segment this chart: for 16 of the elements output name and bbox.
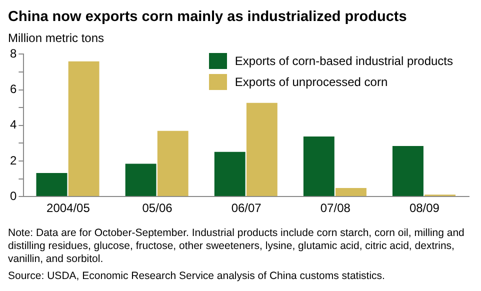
y-tick-label: 4 [10, 118, 17, 132]
y-axis-title: Million metric tons [8, 31, 106, 45]
legend-label: Exports of unprocessed corn [234, 75, 388, 89]
x-tick-label: 06/07 [231, 201, 262, 216]
text: Note: Data are for October-September. Industrial products include corn starch, corn oil, milling and distilling residues, glucose, fructose, other sweeteners, lysine, glutamic acid, citric acid, dextrins, vanillin, and sorbitol. [8, 227, 466, 266]
y-tick-label: 8 [10, 46, 17, 61]
source-note: Source: USDA, Economic Research Service analysis of China customs statistics. [8, 270, 386, 283]
x-tick-label: 05/06 [142, 201, 173, 216]
y-tick-label: 0 [10, 188, 17, 203]
x-tick-label: 08/09 [409, 201, 440, 216]
chart-title: China now exports corn mainly as industrialized products [8, 8, 408, 26]
legend-label: Exports of corn-based industrial products [234, 54, 453, 68]
x-tick-label: 07/08 [320, 201, 351, 216]
x-tick-label: 2004/05 [46, 201, 90, 216]
y-tick-label: 2 [10, 153, 17, 168]
y-tick-label: 6 [10, 82, 17, 96]
